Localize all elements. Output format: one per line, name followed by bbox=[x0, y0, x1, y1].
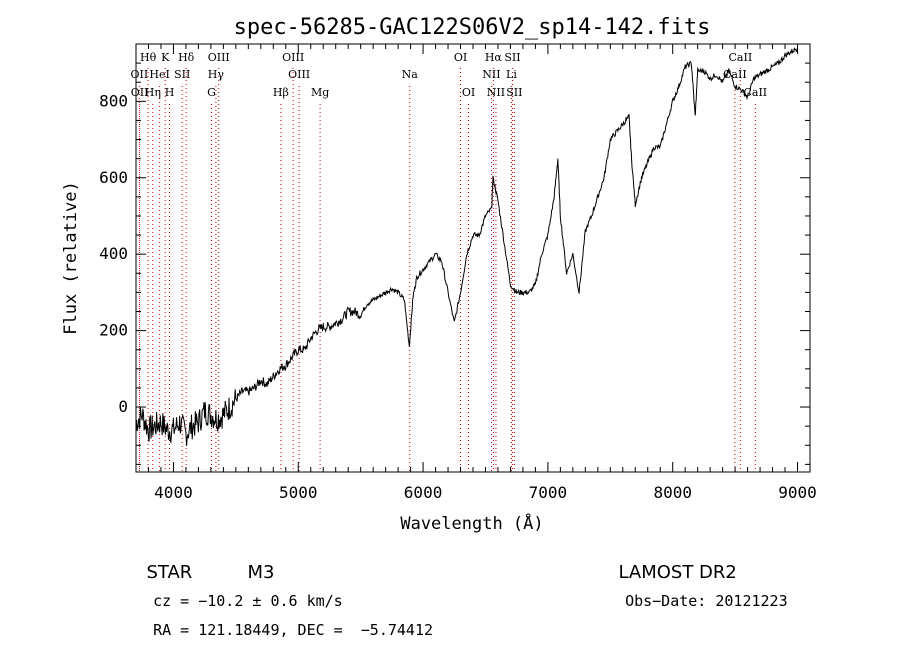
line-label-7: SII bbox=[504, 51, 520, 64]
line-label-11: SII bbox=[174, 68, 190, 81]
plot-frame bbox=[135, 43, 811, 473]
line-label-4: OIII bbox=[282, 51, 304, 64]
line-label-12: Hγ bbox=[208, 68, 225, 81]
x-axis-label: Wavelength (Å) bbox=[400, 512, 543, 534]
object-class: STAR bbox=[135, 541, 192, 583]
x-tick-label: 8000 bbox=[653, 483, 692, 502]
y-tick-label: 800 bbox=[99, 91, 128, 110]
line-label-15: NII bbox=[482, 68, 500, 81]
x-tick-label: 6000 bbox=[404, 483, 443, 502]
y-tick-label: 600 bbox=[99, 168, 128, 187]
line-label-2: Hδ bbox=[178, 51, 195, 64]
line-label-26: SII bbox=[506, 86, 522, 99]
obs-date-value: Obs−Date: 20121223 bbox=[625, 592, 788, 610]
line-label-9: OII bbox=[131, 68, 149, 81]
y-tick-label: 400 bbox=[99, 244, 128, 263]
object-subclass-value: M3 bbox=[247, 562, 275, 583]
object-subclass: M3 bbox=[236, 541, 274, 583]
x-tick-label: 9000 bbox=[778, 483, 817, 502]
chart-title: spec-56285-GAC122S06V2_sp14-142.fits bbox=[234, 15, 711, 40]
line-label-24: OI bbox=[462, 86, 475, 99]
x-tick-label: 5000 bbox=[279, 483, 318, 502]
x-tick-label: 7000 bbox=[529, 483, 568, 502]
x-tick-label: 4000 bbox=[154, 483, 193, 502]
line-label-1: K bbox=[161, 51, 170, 64]
line-label-23: Mg bbox=[311, 86, 329, 99]
coordinates-value: RA = 121.18449, DEC = −5.74412 bbox=[153, 621, 434, 639]
line-label-0: Hθ bbox=[140, 51, 157, 64]
redshift-text: cz = −10.2 ± 0.6 km/s bbox=[135, 574, 343, 610]
y-tick-label: 0 bbox=[118, 397, 128, 416]
line-label-13: OIII bbox=[288, 68, 310, 81]
line-label-25: NII bbox=[487, 86, 505, 99]
line-label-3: OIII bbox=[208, 51, 230, 64]
y-tick-label: 200 bbox=[99, 321, 128, 340]
line-label-19: Hη bbox=[145, 86, 161, 99]
object-class-value: STAR bbox=[146, 562, 193, 583]
redshift-value: cz = −10.2 ± 0.6 km/s bbox=[153, 592, 343, 610]
emission-line-markers bbox=[138, 68, 756, 472]
line-label-20: H bbox=[165, 86, 175, 99]
line-label-16: Li bbox=[506, 68, 517, 81]
line-label-10: HeI bbox=[149, 68, 169, 81]
line-label-18: OII bbox=[131, 86, 149, 99]
line-label-14: Na bbox=[402, 68, 419, 81]
survey-name: LAMOST DR2 bbox=[607, 541, 737, 583]
line-label-5: OI bbox=[454, 51, 467, 64]
coordinates-text: RA = 121.18449, DEC = −5.74412 bbox=[135, 603, 433, 639]
line-label-8: CaII bbox=[729, 51, 753, 64]
line-label-21: G bbox=[207, 86, 216, 99]
survey-name-value: LAMOST DR2 bbox=[618, 562, 737, 583]
spectrum-series-line bbox=[135, 47, 798, 446]
line-label-6: Hα bbox=[485, 51, 503, 64]
y-axis-label: Flux (relative) bbox=[61, 181, 81, 335]
obs-date-text: Obs−Date: 20121223 bbox=[607, 574, 788, 610]
axis-ticks: 4000 5000 6000 7000 8000 9000 0 200 400 600 800 bbox=[99, 43, 817, 502]
line-label-22: Hβ bbox=[273, 86, 289, 99]
line-label-27: CaII bbox=[743, 86, 767, 99]
